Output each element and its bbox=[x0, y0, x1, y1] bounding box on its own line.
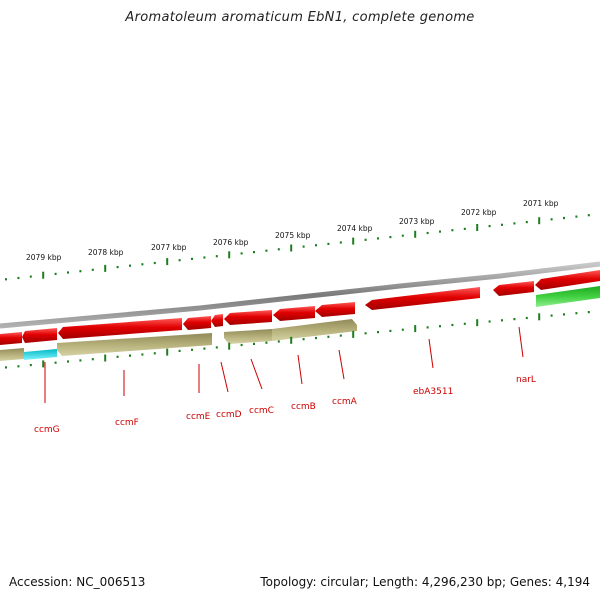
scale-label: 2071 kbp bbox=[523, 199, 559, 208]
cds-feature bbox=[224, 310, 272, 325]
gene-labels: ccmG ccmF ccmE ccmD ccmC ccmB ccmA ebA35… bbox=[34, 375, 536, 435]
cds-feature bbox=[183, 316, 211, 330]
gene-label-ccmD: ccmD bbox=[216, 410, 242, 420]
cds-feature bbox=[272, 319, 357, 341]
cds-feature bbox=[0, 332, 22, 345]
cds-feature bbox=[58, 318, 182, 339]
gene-label-ebA3511: ebA3511 bbox=[413, 387, 453, 397]
gene-label-ccmB: ccmB bbox=[291, 402, 316, 412]
cds-feature bbox=[224, 329, 272, 344]
gene-label-leaders bbox=[44, 326, 524, 403]
label-leader-line bbox=[297, 354, 303, 385]
forward-strand-features bbox=[0, 270, 600, 345]
cds-feature bbox=[493, 281, 534, 296]
cds-feature bbox=[211, 314, 223, 327]
scale-ticks bbox=[5, 214, 590, 369]
gene-label-ccmA: ccmA bbox=[332, 397, 358, 407]
cds-feature bbox=[22, 328, 57, 343]
scale-label: 2074 kbp bbox=[337, 224, 373, 233]
genome-summary-text: Topology: circular; Length: 4,296,230 bp… bbox=[260, 575, 590, 589]
scale-label: 2079 kbp bbox=[26, 253, 62, 262]
map-title: Aromatoleum aromaticum EbN1, complete ge… bbox=[125, 10, 475, 25]
reverse-strand-features bbox=[0, 286, 600, 361]
label-leader-line bbox=[220, 361, 229, 393]
gene-label-ccmF: ccmF bbox=[115, 418, 139, 428]
label-leader-line bbox=[250, 358, 263, 390]
backbone-circle bbox=[0, 261, 600, 329]
label-leader-line bbox=[428, 338, 434, 369]
gene-label-narL: narL bbox=[516, 375, 536, 385]
other-feature bbox=[536, 286, 600, 307]
cds-feature bbox=[365, 287, 480, 310]
label-leader-line bbox=[518, 326, 524, 358]
scale-label: 2075 kbp bbox=[275, 231, 311, 240]
gene-label-ccmC: ccmC bbox=[249, 406, 274, 416]
accession-text: Accession: NC_006513 bbox=[9, 575, 146, 589]
label-leader-line bbox=[338, 349, 345, 380]
gene-label-ccmE: ccmE bbox=[186, 412, 211, 422]
gene-label-ccmG: ccmG bbox=[34, 425, 60, 435]
cds-feature bbox=[0, 348, 24, 361]
scale-label: 2076 kbp bbox=[213, 238, 249, 247]
cds-feature bbox=[535, 270, 600, 290]
scale-labels: 2071 kbp 2072 kbp 2073 kbp 2074 kbp 2075… bbox=[26, 199, 559, 262]
cds-feature bbox=[273, 306, 315, 321]
scale-label: 2078 kbp bbox=[88, 248, 124, 257]
cds-feature bbox=[57, 333, 212, 356]
rna-feature bbox=[24, 349, 57, 360]
scale-label: 2072 kbp bbox=[461, 208, 497, 217]
cds-feature bbox=[315, 302, 355, 317]
scale-label: 2077 kbp bbox=[151, 243, 187, 252]
scale-label: 2073 kbp bbox=[399, 217, 435, 226]
